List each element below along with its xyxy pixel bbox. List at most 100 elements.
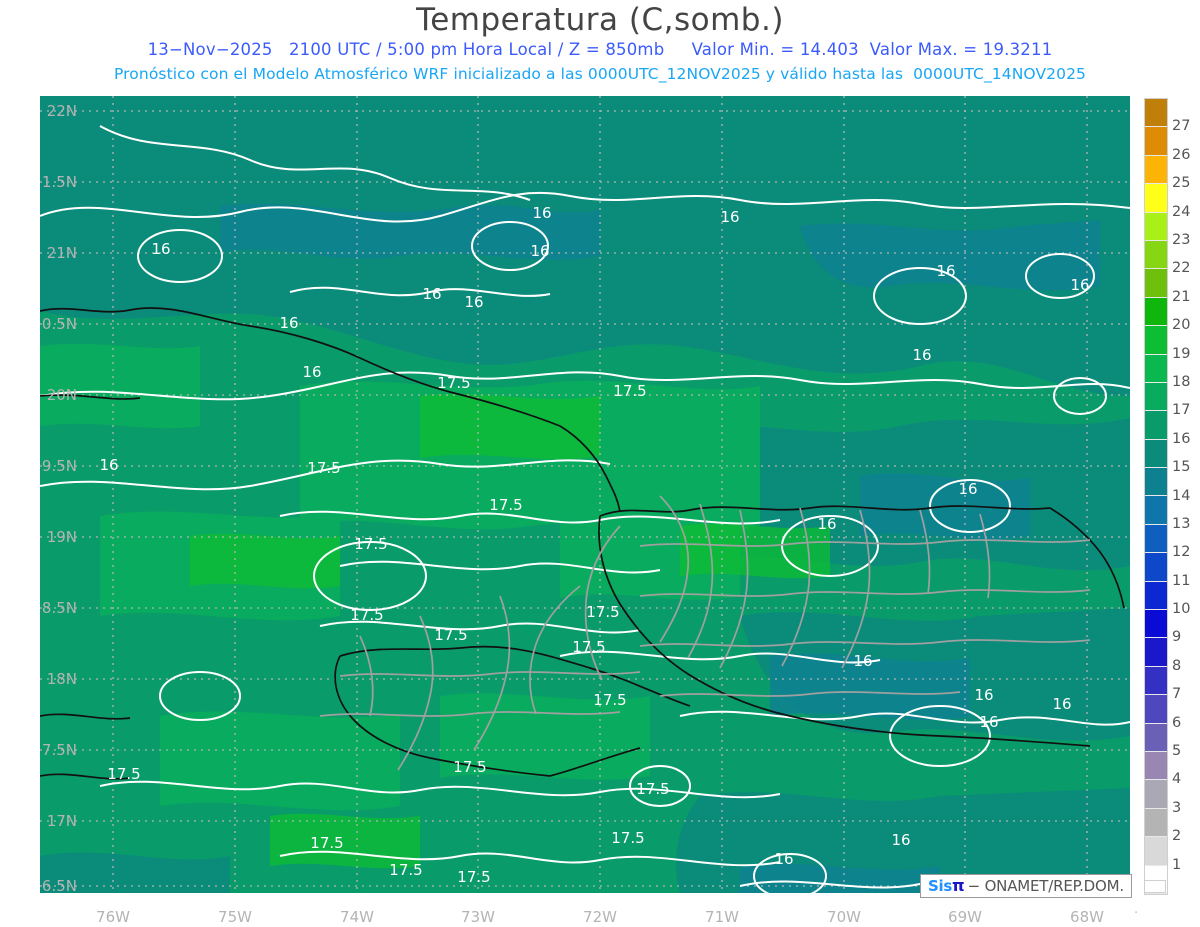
colorbar-tick-label: 9 <box>1172 629 1182 646</box>
colorbar-cell <box>1145 751 1167 781</box>
colorbar-tick-label: 11 <box>1172 572 1191 589</box>
contour-label: 17.5 <box>307 459 340 477</box>
colorbar-cell <box>1145 155 1167 185</box>
colorbar-tick-label: 8 <box>1172 657 1182 674</box>
colorbar-cell <box>1145 326 1167 355</box>
colorbar-tick-label: 15 <box>1172 459 1191 476</box>
contour-label: 17.5 <box>310 834 343 852</box>
contour-label: 17.5 <box>489 496 522 514</box>
colorbar-tick-label: 14 <box>1172 487 1191 504</box>
shading-teal-deep <box>220 203 1100 893</box>
colorbar-bottom-cap <box>1144 880 1166 893</box>
contour-label: 16 <box>464 293 483 311</box>
contour-label: 16 <box>958 480 977 498</box>
colorbar-tick-label: 3 <box>1172 799 1182 816</box>
x-tick-label: 72W <box>583 908 617 926</box>
colorbar-tick-label: 19 <box>1172 345 1191 362</box>
colorbar-cell <box>1145 610 1167 639</box>
colorbar-cell <box>1145 666 1167 696</box>
colorbar-tick-label: 21 <box>1172 288 1191 305</box>
colorbar-tick-label: 25 <box>1172 175 1191 192</box>
colorbar-cell <box>1145 127 1167 156</box>
colorbar-cell <box>1145 695 1167 724</box>
x-tick-label: 76W <box>96 908 130 926</box>
contour-label: 17.5 <box>613 382 646 400</box>
contour-label: 17.5 <box>453 758 486 776</box>
colorbar-tick-label: 18 <box>1172 373 1191 390</box>
x-tick-label: 70W <box>827 908 861 926</box>
colorbar-cell <box>1145 581 1167 611</box>
colorbar-cell <box>1145 382 1167 412</box>
contour-label: 17.5 <box>457 868 490 886</box>
contour-label: 17.5 <box>611 829 644 847</box>
contour-label: 17.5 <box>434 626 467 644</box>
colorbar-tick-label: 1 <box>1172 856 1182 873</box>
colorbar-tick-label: 24 <box>1172 203 1191 220</box>
colorbar-tick-label: 20 <box>1172 317 1191 334</box>
contour-label: 16 <box>1052 695 1071 713</box>
x-tick-label: 69W <box>948 908 982 926</box>
colorbar-tick-label: 27 <box>1172 118 1191 135</box>
colorbar-tick-label: 10 <box>1172 601 1191 618</box>
contour-label: 16 <box>979 713 998 731</box>
colorbar-tick-label: 13 <box>1172 515 1191 532</box>
colorbar-tick-label: 12 <box>1172 544 1191 561</box>
map-plot-area: 16 16 16 16 16 16 16 16 16 16 16 16 16 16 16 16 16 16 16 16… <box>40 96 1130 893</box>
colorbar-cell <box>1145 524 1167 554</box>
colorbar-tick-label: 23 <box>1172 231 1191 248</box>
contour-label: 17.5 <box>572 638 605 656</box>
colorbar-cell <box>1145 439 1167 469</box>
colorbar-cell <box>1145 99 1167 128</box>
contour-label: 16 <box>891 831 910 849</box>
colorbar-cell <box>1145 780 1167 809</box>
contour-label: 16 <box>974 686 993 704</box>
contour-label: 16 <box>151 240 170 258</box>
attribution-logo: Sis π − ONAMET/REP.DOM. <box>920 874 1132 898</box>
colorbar-tick-label: 5 <box>1172 743 1182 760</box>
contour-label: 17.5 <box>586 603 619 621</box>
contour-label: 16 <box>279 314 298 332</box>
shading-bright-green <box>190 393 830 869</box>
corner-tick-mark: . <box>1134 902 1139 917</box>
x-tick-label: 73W <box>461 908 495 926</box>
province-boundaries <box>319 495 1091 771</box>
colorbar-cell <box>1145 212 1167 241</box>
contour-label: 16 <box>817 515 836 533</box>
logo-pi-icon: π <box>951 876 965 895</box>
contour-label: 16 <box>720 208 739 226</box>
colorbar-tick-label: 26 <box>1172 146 1191 163</box>
contour-label: 16 <box>99 456 118 474</box>
contour-label: 16 <box>912 346 931 364</box>
page-title: Temperatura (C,somb.) <box>416 2 784 38</box>
x-tick-label: 74W <box>340 908 374 926</box>
x-axis-ticks: 76W 75W 74W 73W 72W 71W 70W 69W 68W <box>40 900 1130 926</box>
contour-label: 16 <box>774 850 793 868</box>
x-tick-label: 68W <box>1070 908 1104 926</box>
model-description-line: Pronóstico con el Modelo Atmosférico WRF… <box>114 65 1086 83</box>
contour-label: 17.5 <box>354 535 387 553</box>
contour-label: 17.5 <box>636 780 669 798</box>
colorbar-cell <box>1145 638 1167 667</box>
x-tick-label: 75W <box>218 908 252 926</box>
colorbar-tick-label: 16 <box>1172 430 1191 447</box>
contour-label: 16 <box>530 242 549 260</box>
temperature-map: 16 16 16 16 16 16 16 16 16 16 16 16 16 16 16 16 16 16 16 16… <box>40 96 1130 893</box>
contour-label: 17.5 <box>593 691 626 709</box>
colorbar-tick-label: 4 <box>1172 771 1182 788</box>
contour-label: 16 <box>853 652 872 670</box>
colorbar-cell <box>1145 837 1167 866</box>
colorbar-tick-label: 22 <box>1172 260 1191 277</box>
colorbar-cell <box>1145 269 1167 298</box>
colorbar-cell <box>1145 354 1167 383</box>
colorbar-cell <box>1145 468 1167 497</box>
colorbar-cell <box>1145 808 1167 838</box>
contour-label: 17.5 <box>107 765 140 783</box>
contour-label: 16 <box>1070 276 1089 294</box>
contour-labels: 16 16 16 16 16 16 16 16 16 16 16 16 16 16 16 16 16 16 16 16… <box>99 204 1089 886</box>
logo-agency-text: − ONAMET/REP.DOM. <box>967 876 1125 895</box>
logo-sis-text: Sis <box>928 876 952 895</box>
colorbar-cell <box>1145 411 1167 440</box>
colorbar[interactable] <box>1144 98 1168 895</box>
contour-label: 17.5 <box>437 374 470 392</box>
colorbar-tick-label: 6 <box>1172 714 1182 731</box>
